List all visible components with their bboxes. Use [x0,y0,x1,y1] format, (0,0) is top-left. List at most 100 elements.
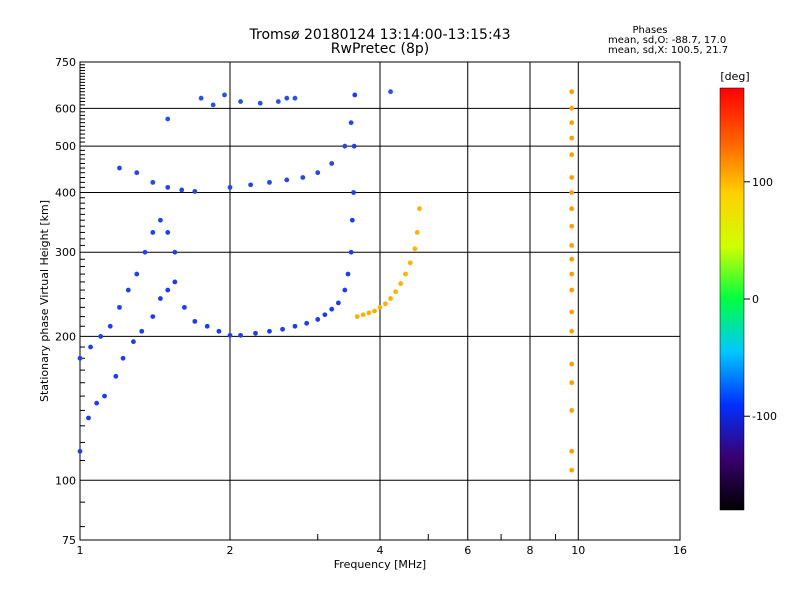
data-point [204,323,210,329]
data-point [569,243,575,248]
data-point [569,287,575,293]
data-point [354,314,360,320]
data-point [335,300,341,306]
x-tick-label: 4 [377,544,384,557]
data-point [360,312,366,318]
data-point [267,328,272,334]
y-tick-label: 400 [55,186,76,199]
data-point [192,189,198,194]
y-tick-label: 300 [55,246,76,259]
data-point [329,161,335,166]
data-point [257,100,263,106]
data-point [414,230,420,235]
data-point [315,317,321,322]
data-point [351,190,356,195]
data-point [238,99,243,104]
data-point [86,415,91,421]
data-point [142,249,148,255]
y-axis-label: Stationary phase Virtual Height [km] [38,200,51,402]
data-point [351,143,357,149]
data-point [348,249,354,255]
x-tick-label: 1 [77,544,84,557]
data-point [165,184,171,190]
data-point [125,287,131,293]
data-point [304,320,310,326]
data-point [98,333,104,339]
y-tick-label: 200 [55,330,76,343]
data-point [300,175,306,180]
data-point [165,116,171,122]
data-point [569,89,575,95]
data-point [284,95,290,101]
data-point [417,206,422,212]
phase-stats-o: mean, sd,O: -88.7, 17.0 [608,35,726,46]
data-point [569,206,575,212]
data-point [210,102,216,108]
data-points [77,89,575,473]
y-tick-label: 100 [55,474,76,487]
data-point [102,393,107,399]
data-point [150,179,156,185]
data-point [179,187,185,193]
data-point [88,344,93,350]
data-point [412,246,418,252]
data-point [134,271,140,277]
data-point [382,301,388,307]
data-point [352,92,358,98]
x-tick-label: 16 [673,544,687,557]
data-point [94,400,100,406]
data-point [120,355,126,361]
data-point [77,448,83,454]
data-point [158,217,163,223]
y-tick-labels: 75 100 200 300 400 500 600 750 [55,56,76,547]
data-point [280,326,285,332]
data-point [165,287,171,293]
x-tick-label: 8 [527,544,534,557]
data-point [117,304,122,310]
data-point [107,323,113,329]
data-point [275,99,281,104]
data-point [569,152,575,158]
data-point [569,135,575,141]
data-point [569,361,575,367]
data-point [292,95,298,101]
data-point [569,328,575,334]
data-point [150,314,156,320]
y-tick-label: 75 [62,534,76,547]
data-point [345,271,351,277]
data-point [569,271,575,277]
x-tick-label: 6 [464,544,471,557]
colorbar-ticks: 100 0 -100 [744,176,777,423]
colorbar-label: [deg] [720,70,749,83]
data-point [569,448,575,454]
data-point [172,279,178,285]
data-point [342,287,348,293]
x-tick-label: 2 [227,544,234,557]
data-point [238,332,243,338]
data-point [284,177,290,183]
data-point [315,170,321,176]
data-point [366,310,372,316]
data-point [569,175,575,180]
data-point [77,355,83,361]
data-point [227,184,233,190]
data-point [181,304,187,310]
data-point [172,249,178,255]
data-point [388,89,393,95]
data-point [398,281,404,286]
data-point [569,105,575,111]
grid [79,61,681,541]
data-point [388,296,393,301]
phase-stats-heading: Phases [632,25,667,36]
data-point [569,256,575,262]
data-point [150,230,156,235]
data-point [569,467,575,473]
chart-title: Tromsø 20180124 13:14:00-13:15:43 [249,27,511,43]
data-point [569,223,575,229]
data-point [117,165,122,171]
data-point [322,312,328,318]
x-axis-label: Frequency [MHz] [334,558,426,571]
data-point [139,328,145,334]
data-point [267,179,272,185]
